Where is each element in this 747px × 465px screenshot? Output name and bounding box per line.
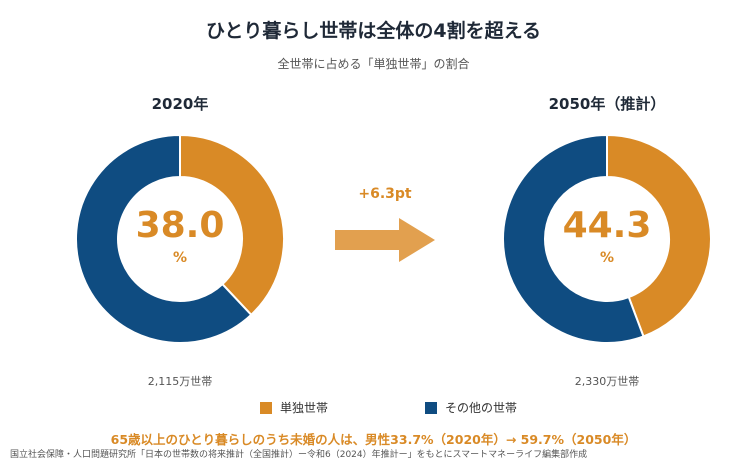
chart-subtitle: 全世帯に占める「単独世帯」の割合: [277, 57, 470, 71]
donut-chart-2020: [75, 133, 285, 344]
donut-slice-2020-single: [179, 133, 285, 317]
legend-item-other: その他の世帯: [425, 399, 517, 416]
center-value-2050: 44.3: [562, 205, 652, 246]
center-unit-2050: %: [599, 250, 615, 266]
donut-chart-2050: [502, 133, 712, 344]
year-label-2050: 2050年（推計）: [548, 95, 666, 113]
donut-slice-2050-single: [606, 133, 712, 338]
donut-slice-2020-other: [75, 133, 253, 344]
chart-title: ひとり暮らし世帯は全体の4割を超える: [205, 20, 542, 42]
legend-item-single: 単独世帯: [260, 399, 328, 416]
right-arrow-icon: [335, 218, 435, 262]
legend-label-other: その他の世帯: [445, 401, 518, 415]
legend-label-single: 単独世帯: [280, 401, 329, 415]
center-value-2020: 38.0: [135, 205, 225, 246]
legend-swatch-single: [260, 401, 272, 414]
center-unit-2020: %: [172, 250, 188, 266]
legend-swatch-other: [425, 401, 437, 414]
household-total-2050: 2,330万世帯: [574, 375, 640, 388]
household-total-2020: 2,115万世帯: [147, 375, 213, 388]
donut-slice-2050-other: [502, 133, 645, 344]
source-text: 国立社会保障・人口問題研究所「日本の世帯数の将来推計（全国推計）ー令和6（202…: [10, 450, 588, 460]
year-label-2020: 2020年: [151, 95, 209, 113]
arrow-shape: [335, 218, 435, 262]
change-label: +6.3pt: [358, 186, 412, 202]
footnote-highlight: 65歳以上のひとり暮らしのうち未婚の人は、男性33.7%（2020年）→ 59.…: [110, 432, 637, 447]
